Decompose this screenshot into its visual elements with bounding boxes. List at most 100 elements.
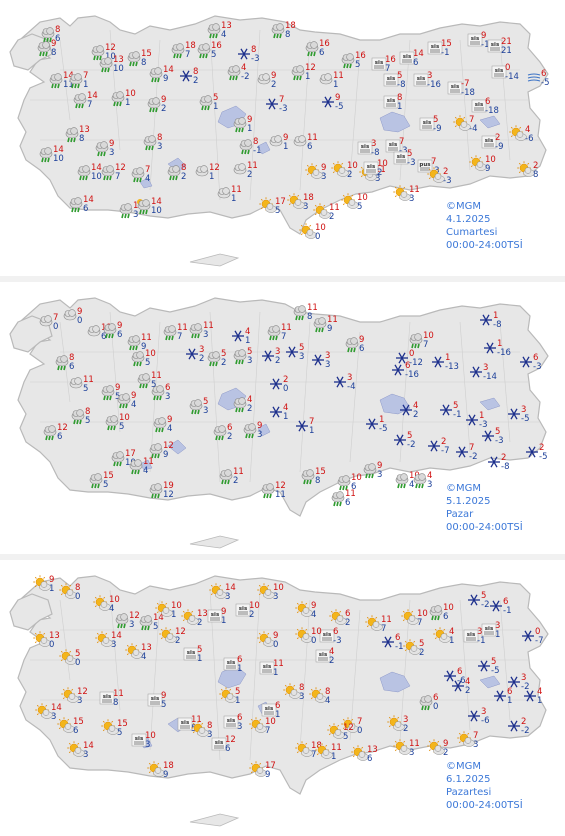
max-temp: 4 (283, 403, 288, 413)
station: 83 (143, 133, 162, 152)
min-temp: 1 (495, 630, 500, 640)
min-temp: 3 (299, 692, 304, 702)
max-temp: 12 (163, 441, 174, 451)
station: 62 (329, 609, 350, 628)
min-temp: -2 (407, 440, 415, 450)
min-temp: 5 (117, 728, 122, 738)
station: 136 (351, 745, 378, 764)
station: 9-5 (322, 93, 343, 112)
snow-icon (444, 670, 456, 682)
station: 158 (127, 49, 152, 68)
max-temp: 14 (413, 49, 424, 59)
cloud-rain-icon (197, 43, 211, 59)
station: 1-5 (366, 415, 387, 434)
partly-cloudy-icon (259, 197, 277, 213)
cloud-rain-icon (69, 197, 83, 213)
station: sis 5-8 (383, 71, 405, 90)
cloud-rain-icon (291, 65, 305, 81)
max-temp: 16 (319, 39, 330, 49)
svg-text:sis: sis (367, 164, 376, 170)
station: 187 (295, 741, 322, 760)
station: 83 (191, 721, 212, 740)
min-temp: 3 (237, 722, 242, 732)
cloud-rain-icon (153, 417, 167, 433)
station: 138 (65, 125, 90, 144)
partly-cloudy-icon (341, 193, 359, 209)
station: sis 102 (363, 159, 388, 178)
max-temp: 11 (329, 203, 340, 213)
snow-icon (456, 446, 468, 458)
haze-icon: pus (417, 159, 433, 173)
station: sis 61 (223, 655, 242, 674)
max-temp: 14 (153, 613, 164, 623)
snow-icon (180, 70, 192, 82)
partly-cloudy-icon (147, 761, 165, 777)
max-temp: 3 (521, 405, 526, 415)
station: sis 91 (207, 607, 226, 626)
max-temp: 6 (165, 383, 170, 393)
max-temp: 6 (541, 69, 546, 79)
max-temp: 5 (397, 71, 402, 81)
min-temp: 1 (305, 72, 310, 82)
station: 121 (291, 63, 316, 82)
max-temp: 5 (75, 649, 80, 659)
min-temp: -3 (407, 158, 415, 168)
snow-icon (468, 710, 480, 722)
max-temp: 15 (315, 467, 326, 477)
min-temp: 3 (111, 640, 116, 650)
max-temp: 9 (51, 39, 56, 49)
snow-icon (238, 48, 250, 60)
min-temp: 10 (91, 172, 102, 182)
svg-text:sis: sis (151, 696, 160, 702)
station: 92 (427, 739, 448, 758)
min-temp: 2 (329, 212, 334, 222)
station: 165 (341, 51, 366, 70)
min-temp: 3 (473, 740, 478, 750)
snow-icon (520, 356, 532, 368)
snow-icon (334, 376, 346, 388)
map-caption: ©MGM 4.1.2025 Cumartesi 00:00-24:00TSİ (446, 200, 523, 252)
min-temp: 3 (409, 194, 414, 204)
max-temp: 11 (333, 71, 344, 81)
max-temp: 13 (141, 643, 152, 653)
station: 51 (199, 93, 218, 112)
min-temp: 2 (249, 610, 254, 620)
max-temp: 14 (53, 145, 64, 155)
min-temp: 7 (281, 332, 286, 342)
max-temp: 14 (83, 195, 94, 205)
cloud-rain-icon (99, 57, 113, 73)
sun-cloud-rain-icon (137, 199, 151, 215)
cloud-rain-icon (115, 613, 129, 629)
fog-icon: sis (419, 117, 435, 131)
min-temp: 3 (247, 356, 252, 366)
max-temp: 7 (309, 417, 314, 427)
min-temp: 4 (311, 610, 316, 620)
min-temp: 3 (77, 696, 82, 706)
station: 1-8 (480, 311, 501, 330)
max-temp: -7 (461, 79, 469, 89)
station: 0-7 (522, 627, 543, 646)
snow-icon (286, 346, 298, 358)
max-temp: 8 (85, 407, 90, 417)
min-temp: -3 (333, 636, 341, 646)
cloud-rain-icon (117, 393, 131, 409)
fog-icon: sis (383, 73, 399, 87)
fog-icon: sis (371, 57, 387, 71)
station: 42 (400, 401, 418, 420)
max-temp: 13 (367, 745, 378, 755)
min-temp: 3 (157, 142, 162, 152)
station: 115 (137, 371, 162, 390)
snow-icon (482, 430, 494, 442)
max-temp: 8 (251, 45, 256, 55)
min-temp: 6 (83, 204, 88, 214)
lake (379, 111, 411, 133)
min-temp: 5 (211, 50, 216, 60)
svg-text:sis: sis (431, 44, 440, 50)
max-temp: 11 (273, 659, 284, 669)
min-temp: 9 (163, 770, 168, 780)
min-temp: -3 (495, 436, 503, 446)
max-temp: 8 (207, 721, 212, 731)
min-temp: 11 (275, 490, 286, 500)
snow-icon (440, 404, 452, 416)
max-temp: 4 (427, 471, 432, 481)
